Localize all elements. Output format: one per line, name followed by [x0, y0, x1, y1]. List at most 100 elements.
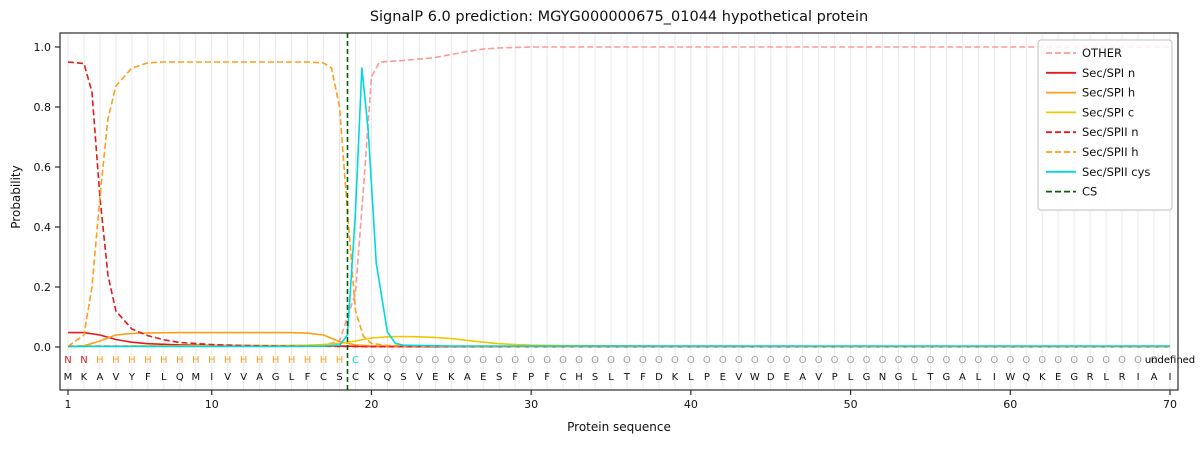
sequence-letter: L	[161, 372, 167, 383]
sequence-letter: Y	[128, 372, 136, 383]
legend-label: Sec/SPII h	[1082, 145, 1139, 159]
annotation-letter: O	[783, 355, 791, 366]
series-sec-spi-c	[67, 335, 1171, 348]
series-sec-spii-cys	[67, 67, 1171, 348]
y-tick-label: 0.2	[34, 281, 52, 294]
annotation-letter: O	[895, 355, 903, 366]
annotation-letter: O	[1118, 355, 1126, 366]
x-tick-label: 20	[364, 398, 378, 411]
sequence-letter: R	[1087, 372, 1094, 383]
annotation-letter: H	[176, 355, 184, 366]
sequence-letter: I	[1169, 372, 1172, 383]
sequence-letter: V	[815, 372, 822, 383]
annotation-letter: H	[224, 355, 232, 366]
sequence-letter: V	[240, 372, 247, 383]
sequence-letter: Q	[176, 372, 184, 383]
annotation-letter: O	[1054, 355, 1062, 366]
annotation-letter: O	[1038, 355, 1046, 366]
annotation-letter: O	[879, 355, 887, 366]
annotation-letter: O	[990, 355, 998, 366]
y-tick-label: 0.0	[34, 341, 52, 354]
annotation-letter: O	[415, 355, 423, 366]
annotation-letter: O	[447, 355, 455, 366]
x-tick-label: 60	[1003, 398, 1017, 411]
annotation-letter: O	[735, 355, 743, 366]
x-axis: 1 10 20 30 40 50 60 70	[64, 390, 1177, 411]
sequence-letter: G	[863, 372, 871, 383]
annotation-letter: H	[128, 355, 136, 366]
sequence-letter: E	[784, 372, 790, 383]
sequence-letter: V	[416, 372, 423, 383]
annotation-letter: H	[288, 355, 296, 366]
annotation-letter: O	[1006, 355, 1014, 366]
annotation-letter: O	[719, 355, 727, 366]
sequence-letter: W	[750, 372, 760, 383]
sequence-letter: I	[1137, 372, 1140, 383]
plot-border	[59, 32, 1179, 391]
sequence-letter: P	[528, 372, 534, 383]
legend-label: Sec/SPI h	[1082, 86, 1135, 100]
annotation-letter: O	[767, 355, 775, 366]
legend-label: Sec/SPI c	[1082, 105, 1134, 119]
sequence-letter: G	[1070, 372, 1078, 383]
annotation-letter: O	[591, 355, 599, 366]
sequence-letter: A	[959, 372, 966, 383]
annotation-letter: O	[1070, 355, 1078, 366]
annotation-letter: undefined	[1145, 355, 1195, 366]
sequence-letter: F	[512, 372, 518, 383]
sequence-letter: L	[976, 372, 982, 383]
annotation-letter: O	[623, 355, 631, 366]
annotation-letter: O	[911, 355, 919, 366]
sequence-letter: M	[191, 372, 200, 383]
annotation-letter: H	[240, 355, 248, 366]
annotation-letter: N	[64, 355, 71, 366]
sequence-letter: K	[368, 372, 375, 383]
annotation-letter: O	[1150, 355, 1158, 366]
sequence-letter: S	[592, 372, 598, 383]
sequence-letter: E	[480, 372, 486, 383]
series-other	[67, 46, 1171, 347]
annotation-letter: O	[1086, 355, 1094, 366]
y-tick-label: 0.4	[34, 221, 52, 234]
x-tick-label: 40	[684, 398, 698, 411]
annotation-letter: H	[144, 355, 152, 366]
annotation-letter: O	[974, 355, 982, 366]
legend-label: CS	[1082, 185, 1097, 199]
gridlines	[67, 33, 1171, 390]
sequence-letter: I	[993, 372, 996, 383]
y-tick-label: 0.6	[34, 161, 52, 174]
sequence-letter: A	[1151, 372, 1158, 383]
legend-label: Sec/SPII n	[1082, 125, 1139, 139]
sequence-letter: P	[832, 372, 838, 383]
sequence-letter: F	[544, 372, 550, 383]
sequence-letter: M	[64, 372, 73, 383]
annotation-letter: O	[942, 355, 950, 366]
annotation-letter: O	[799, 355, 807, 366]
annotation-letter: H	[304, 355, 312, 366]
legend-item-sec-spii-n: Sec/SPII n	[1046, 125, 1139, 139]
annotation-letter: O	[671, 355, 679, 366]
annotation-letter: O	[527, 355, 535, 366]
annotation-letter: O	[639, 355, 647, 366]
sequence-letter: R	[1119, 372, 1126, 383]
x-tick-label: 30	[524, 398, 538, 411]
legend-item-other: OTHER	[1046, 46, 1122, 60]
legend-label: Sec/SPI n	[1082, 66, 1135, 80]
sequence-letter: P	[704, 372, 710, 383]
legend-item-sec-spi-c: Sec/SPI c	[1046, 105, 1134, 119]
sequence-letter: H	[575, 372, 583, 383]
sequence-letter: S	[336, 372, 342, 383]
x-tick-label: 10	[205, 398, 219, 411]
annotation-letter: O	[703, 355, 711, 366]
annotation-letter: O	[368, 355, 376, 366]
sequence-letter: L	[912, 372, 918, 383]
annotation-letter: H	[336, 355, 344, 366]
annotation-letter: O	[399, 355, 407, 366]
annotation-letter: H	[96, 355, 104, 366]
sequence-letter: E	[1055, 372, 1061, 383]
sequence-letter: K	[1039, 372, 1046, 383]
sequence-letter: C	[560, 372, 567, 383]
y-tick-label: 0.8	[34, 101, 52, 114]
y-axis: 0.0 0.2 0.4 0.6 0.8 1.0	[34, 41, 60, 354]
